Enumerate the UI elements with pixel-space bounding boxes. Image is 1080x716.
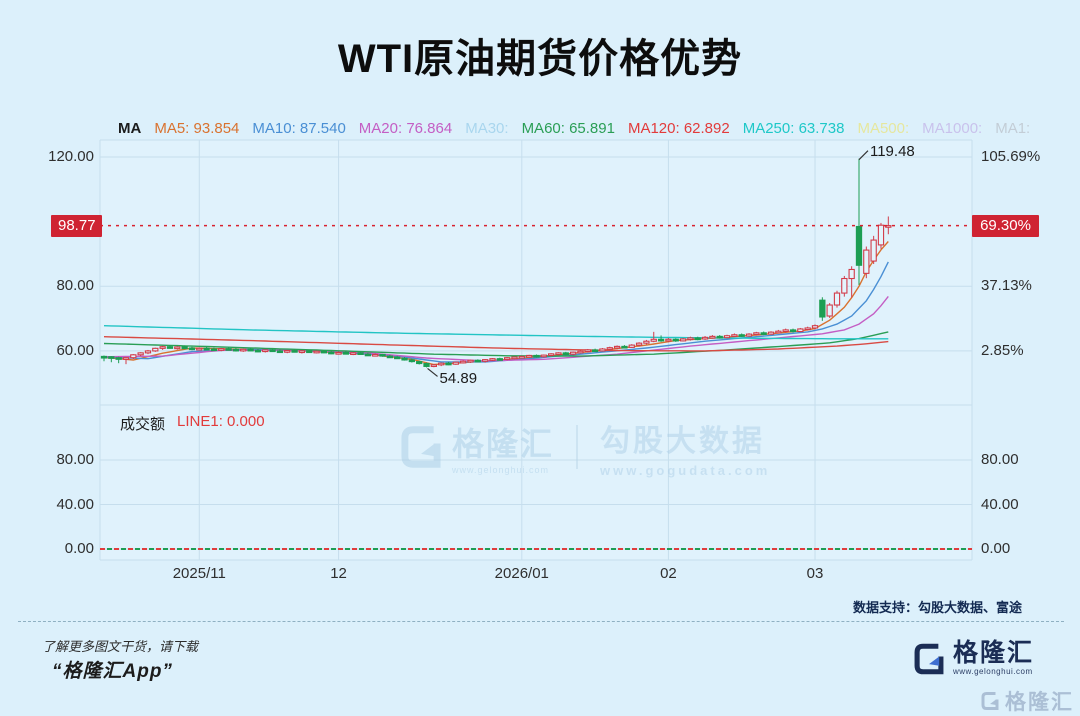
- y-axis-label-right: 2.85%: [981, 341, 1024, 359]
- y-axis-label-left: 120.00: [48, 148, 94, 165]
- x-axis-label: 02: [660, 565, 677, 582]
- volume-legend: 成交额 LINE1: 0.000: [120, 413, 265, 434]
- ma-legend-item: MA1000:: [922, 120, 983, 137]
- ma-legend-item: MA5: 93.854: [154, 120, 240, 137]
- y-axis-label-left: 60.00: [56, 341, 94, 359]
- gelonghui-logo-icon: [981, 692, 999, 710]
- x-axis-label: 2025/11: [172, 565, 226, 582]
- price-chart: [99, 139, 973, 561]
- x-axis-label: 2026/01: [494, 565, 549, 582]
- y-axis-label-right: 37.13%: [981, 277, 1032, 295]
- ma-legend-item: MA250: 63.738: [742, 120, 845, 137]
- x-axis-label: 12: [330, 565, 347, 582]
- last-pct-badge: 69.30%: [972, 214, 1039, 237]
- ma-legend-item: MA10: 87.540: [252, 120, 346, 137]
- ma-legend-item: MA60: 65.891: [521, 120, 615, 137]
- ma-legend: MA MA5: 93.854 MA10: 87.540 MA20: 76.864 MA3…: [118, 120, 1030, 137]
- volume-line-label: LINE1: 0.000: [177, 413, 265, 430]
- ma-legend-item: MA20: 76.864: [358, 120, 453, 137]
- volume-axis-label-left: 40.00: [56, 495, 94, 513]
- corner-watermark: 格隆汇: [980, 686, 1074, 716]
- footer-brand: 格隆汇 www.gelonghui.com: [912, 641, 1034, 676]
- ma-legend-prefix: MA: [118, 120, 142, 137]
- volume-legend-title: 成交额: [120, 416, 166, 433]
- last-price-badge: 98.77: [51, 214, 102, 237]
- volume-axis-label-right: 80.00: [981, 451, 1019, 468]
- y-axis-label-left: 80.00: [56, 277, 94, 295]
- data-support-text: 数据支持：勾股大数据、富途: [852, 600, 1022, 615]
- volume-axis-label-right: 0.00: [981, 540, 1011, 557]
- annotation-low: 54.89: [439, 370, 478, 388]
- footer-brand-name: 格隆汇: [952, 639, 1034, 667]
- ma-legend-item: MA500:: [857, 120, 910, 137]
- promo-app-name: “格隆汇App”: [52, 661, 173, 682]
- ma-legend-item: MA120: 62.892: [627, 120, 730, 137]
- corner-watermark-name: 格隆汇: [1005, 691, 1074, 714]
- y-axis-label-right: 105.69%: [981, 148, 1041, 165]
- volume-axis-label-left: 0.00: [64, 540, 94, 557]
- ma-legend-item: MA30:: [465, 120, 509, 137]
- x-axis-label: 03: [806, 565, 824, 582]
- gelonghui-logo-icon: [914, 643, 944, 674]
- ma-legend-item: MA1:: [995, 120, 1031, 137]
- annotation-high: 119.48: [869, 142, 915, 160]
- volume-axis-label-right: 40.00: [981, 495, 1019, 513]
- footer-separator: [18, 621, 1064, 622]
- page-title: WTI原油期货价格优势: [337, 37, 743, 81]
- promo-text: 了解更多图文干货，请下载: [42, 639, 199, 654]
- volume-axis-label-left: 80.00: [56, 451, 94, 468]
- footer-brand-url: www.gelonghui.com: [952, 667, 1033, 676]
